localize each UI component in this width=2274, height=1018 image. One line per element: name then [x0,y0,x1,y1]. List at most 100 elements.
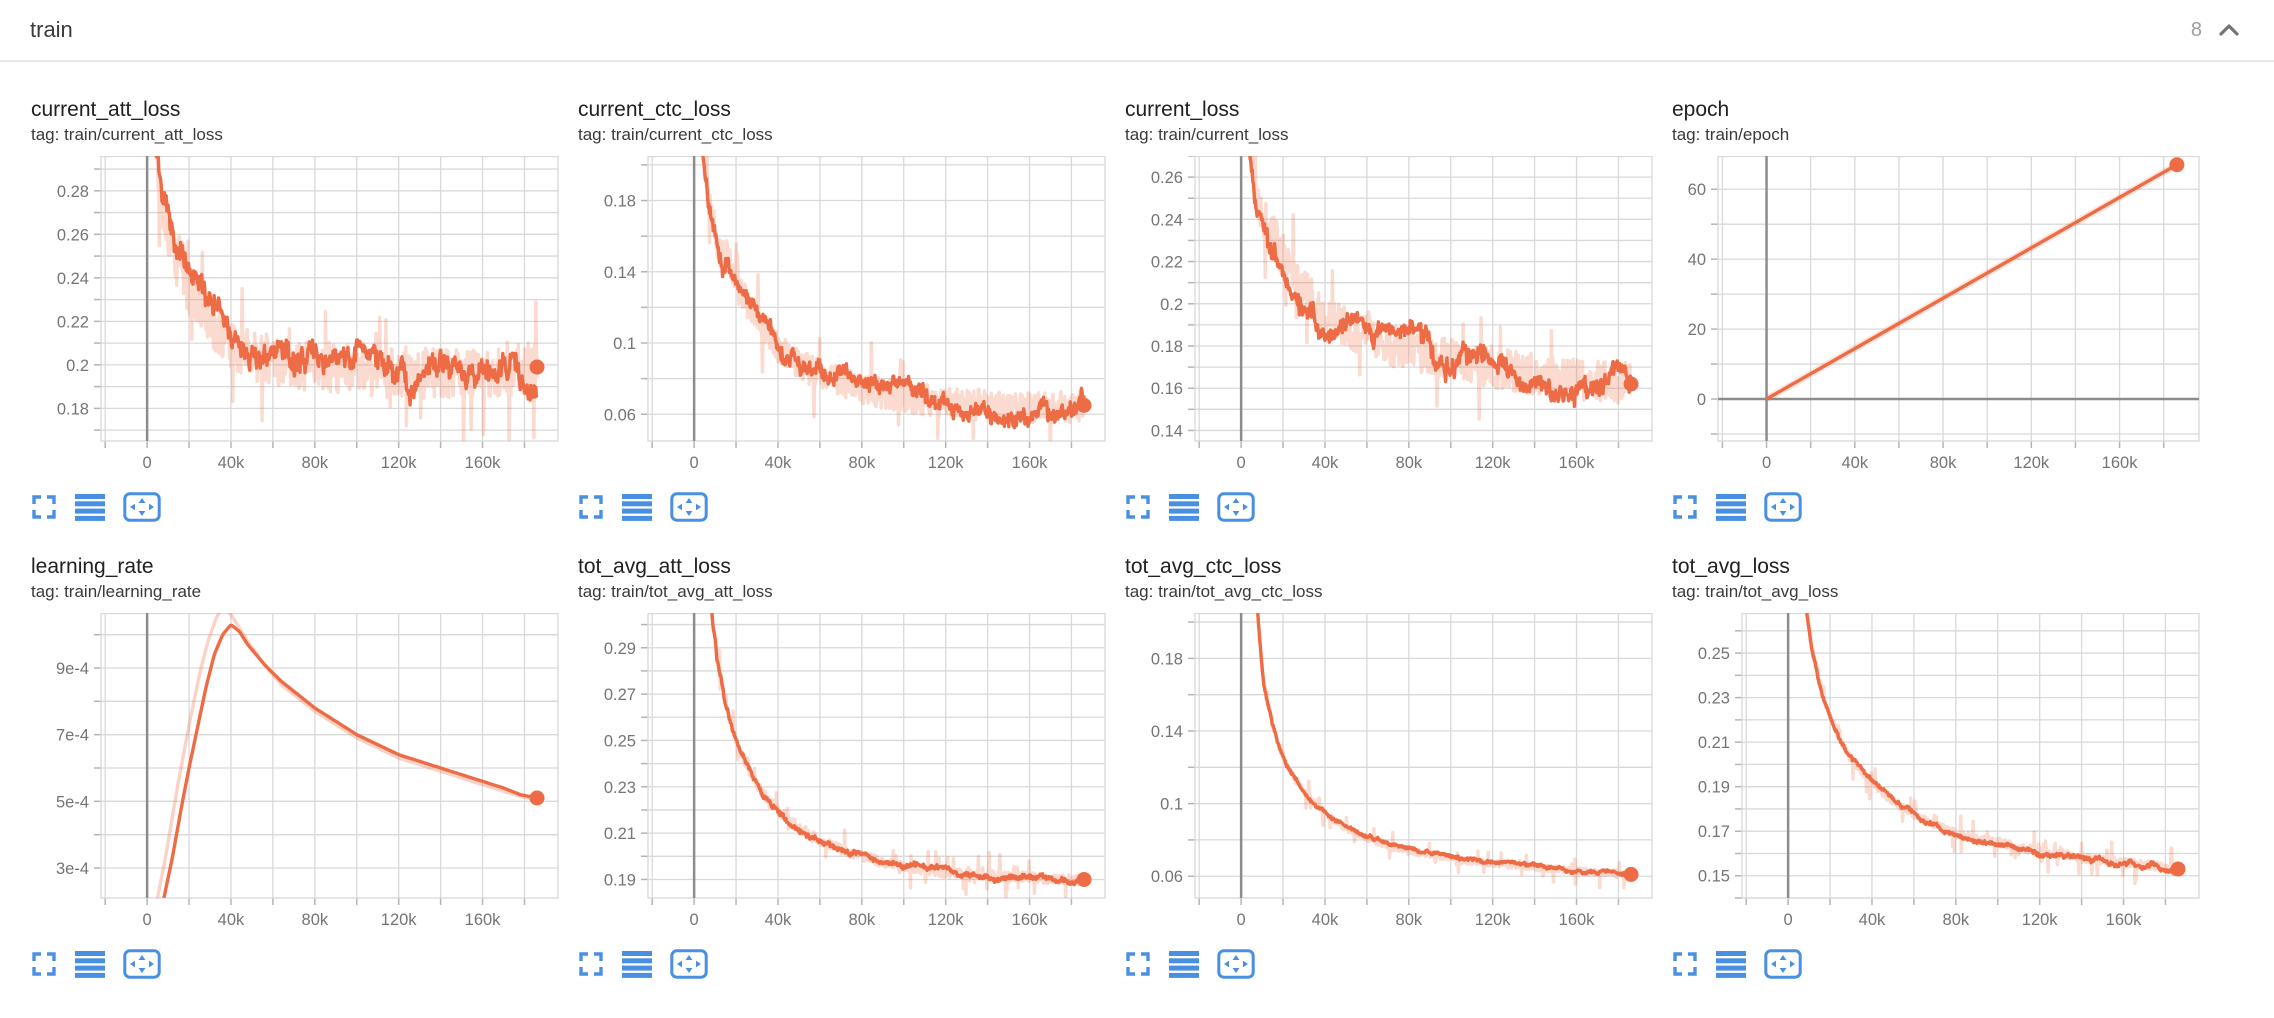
svg-text:120k: 120k [928,911,965,929]
svg-text:40: 40 [1688,251,1706,269]
svg-text:80k: 80k [849,454,876,472]
svg-text:40k: 40k [1841,454,1868,472]
log-scale-toggle-button[interactable] [1169,493,1199,521]
svg-text:0: 0 [1697,391,1706,409]
log-scale-toggle-button[interactable] [1716,493,1746,521]
chart-title: tot_avg_att_loss [578,555,731,578]
svg-text:0.24: 0.24 [57,270,89,288]
fit-domain-button[interactable] [670,492,708,522]
fit-domain-button[interactable] [1217,492,1255,522]
svg-text:0.18: 0.18 [1151,338,1183,356]
chart-title: current_att_loss [31,98,181,121]
fit-domain-button[interactable] [123,492,161,522]
svg-text:120k: 120k [2013,454,2050,472]
log-scale-icon [75,951,105,978]
chart-title: epoch [1672,98,1730,121]
chart-tag: tag: train/current_att_loss [31,125,223,144]
svg-text:0.28: 0.28 [57,183,89,201]
svg-text:0.2: 0.2 [66,357,89,375]
line-chart-plot[interactable]: 0 40k 80k 120k 160k 0.29 0.27 0.25 0.23 0.21 0.19 [578,613,1118,938]
svg-text:40k: 40k [1859,911,1886,929]
log-scale-toggle-button[interactable] [75,493,105,521]
expand-card-button[interactable] [578,951,604,977]
svg-text:0.1: 0.1 [613,335,636,353]
expand-icon [579,495,603,519]
svg-text:0.17: 0.17 [1698,823,1730,841]
svg-text:0.06: 0.06 [604,406,636,424]
expand-card-button[interactable] [1125,951,1151,977]
log-scale-toggle-button[interactable] [1169,950,1199,978]
svg-text:0.18: 0.18 [57,400,89,418]
svg-text:0.14: 0.14 [1151,723,1183,741]
svg-text:0: 0 [690,454,699,472]
log-scale-toggle-button[interactable] [622,950,652,978]
expand-card-button[interactable] [31,494,57,520]
svg-text:0.2: 0.2 [1160,296,1183,314]
line-chart-plot[interactable]: 0 40k 80k 120k 160k 0.28 0.26 0.24 0.22 0.2 0.18 [31,156,571,481]
fit-domain-icon [670,492,708,522]
fit-domain-button[interactable] [1764,949,1802,979]
fit-domain-button[interactable] [670,949,708,979]
svg-text:0: 0 [1784,911,1793,929]
svg-text:0: 0 [143,454,152,472]
line-chart-plot[interactable]: 0 40k 80k 120k 160k 0.26 0.24 0.22 0.2 0.18 0.16 0.… [1125,156,1665,481]
svg-text:160k: 160k [465,911,502,929]
line-chart-plot[interactable]: 0 40k 80k 120k 160k 0.18 0.14 0.1 0.06 [1125,613,1665,938]
svg-text:80k: 80k [1396,911,1423,929]
expand-card-button[interactable] [1672,951,1698,977]
svg-text:160k: 160k [1559,454,1596,472]
svg-text:5e-4: 5e-4 [56,793,89,811]
log-scale-icon [1169,951,1199,978]
fit-domain-icon [123,949,161,979]
expand-card-button[interactable] [578,494,604,520]
line-chart-plot[interactable]: 0 40k 80k 120k 160k 0.18 0.14 0.1 0.06 [578,156,1118,481]
chart-title: current_loss [1125,98,1240,121]
line-chart-plot[interactable]: 0 40k 80k 120k 160k 60 40 20 0 [1672,156,2212,481]
chart-tag: tag: train/current_ctc_loss [578,125,773,144]
section-header[interactable]: train 8 [0,0,2274,62]
log-scale-icon [1716,494,1746,521]
chart-title: tot_avg_ctc_loss [1125,555,1282,578]
collapse-section-button[interactable] [2214,15,2244,45]
chart-toolbar [578,487,1118,527]
fit-domain-button[interactable] [1764,492,1802,522]
line-chart-plot[interactable]: 0 40k 80k 120k 160k 9e-4 7e-4 5e-4 3e-4 [31,613,571,938]
fit-domain-icon [670,949,708,979]
chart-tag: tag: train/tot_avg_ctc_loss [1125,582,1323,601]
chart-card: current_att_loss tag: train/current_att_… [31,96,571,527]
svg-text:0.21: 0.21 [1698,734,1730,752]
chart-card: tot_avg_ctc_loss tag: train/tot_avg_ctc_… [1125,553,1665,984]
svg-text:0: 0 [1762,454,1771,472]
chart-card: epoch tag: train/epoch 0 40k 80k 120k 160k 60… [1672,96,2212,527]
expand-card-button[interactable] [31,951,57,977]
svg-text:120k: 120k [381,454,418,472]
chart-grid: current_att_loss tag: train/current_att_… [0,62,2274,984]
svg-text:0.21: 0.21 [604,825,636,843]
svg-text:80k: 80k [1930,454,1957,472]
svg-text:120k: 120k [1475,454,1512,472]
svg-text:40k: 40k [765,911,792,929]
log-scale-icon [1169,494,1199,521]
log-scale-toggle-button[interactable] [1716,950,1746,978]
chart-tag: tag: train/current_loss [1125,125,1289,144]
svg-text:0.25: 0.25 [1698,645,1730,663]
log-scale-toggle-button[interactable] [75,950,105,978]
expand-card-button[interactable] [1125,494,1151,520]
svg-text:80k: 80k [302,454,329,472]
log-scale-toggle-button[interactable] [622,493,652,521]
expand-card-button[interactable] [1672,494,1698,520]
chart-title: current_ctc_loss [578,98,731,121]
chart-toolbar [1125,944,1665,984]
fit-domain-button[interactable] [123,949,161,979]
chart-tag: tag: train/tot_avg_att_loss [578,582,773,601]
chart-title: tot_avg_loss [1672,555,1790,578]
chart-card: current_loss tag: train/current_loss 0 40… [1125,96,1665,527]
chart-card: tot_avg_loss tag: train/tot_avg_loss 0 40… [1672,553,2212,984]
chart-count-badge: 8 [2190,18,2202,41]
svg-text:80k: 80k [1943,911,1970,929]
svg-text:40k: 40k [765,454,792,472]
line-chart-plot[interactable]: 0 40k 80k 120k 160k 0.25 0.23 0.21 0.19 0.17 0.15 [1672,613,2212,938]
fit-domain-button[interactable] [1217,949,1255,979]
expand-icon [32,495,56,519]
svg-text:0.06: 0.06 [1151,868,1183,886]
